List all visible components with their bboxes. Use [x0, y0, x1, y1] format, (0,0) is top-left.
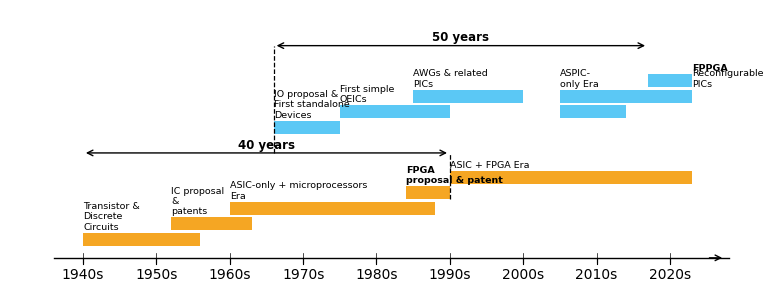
Bar	[413, 90, 523, 103]
Text: 50 years: 50 years	[433, 31, 489, 45]
Text: 40 years: 40 years	[238, 139, 295, 152]
Text: FPGA
proposal & patent: FPGA proposal & patent	[406, 166, 502, 185]
Bar	[619, 90, 692, 103]
Bar	[171, 217, 252, 230]
Bar	[560, 90, 648, 103]
Bar	[274, 121, 340, 134]
Text: ASIC-only + microprocessors
Era: ASIC-only + microprocessors Era	[230, 181, 367, 201]
Text: FPPGA: FPPGA	[692, 64, 728, 73]
Text: IC proposal
&
patents: IC proposal & patents	[171, 187, 224, 216]
Text: Reconfigurable
PICs: Reconfigurable PICs	[692, 69, 763, 89]
Text: AWGs & related
PICs: AWGs & related PICs	[413, 69, 488, 89]
Bar	[450, 171, 692, 184]
Bar	[648, 74, 692, 87]
Bar	[230, 202, 435, 215]
Bar	[560, 105, 626, 118]
Bar	[406, 186, 450, 200]
Text: IO proposal &
First standalone
Devices: IO proposal & First standalone Devices	[274, 90, 350, 120]
Text: ASPIC-
only Era: ASPIC- only Era	[560, 69, 599, 89]
Text: First simple
OEICs: First simple OEICs	[340, 85, 394, 104]
Text: Transistor &
Discrete
Circuits: Transistor & Discrete Circuits	[83, 202, 140, 232]
Bar	[340, 105, 450, 118]
Bar	[83, 233, 200, 246]
Text: ASIC + FPGA Era: ASIC + FPGA Era	[450, 161, 529, 170]
